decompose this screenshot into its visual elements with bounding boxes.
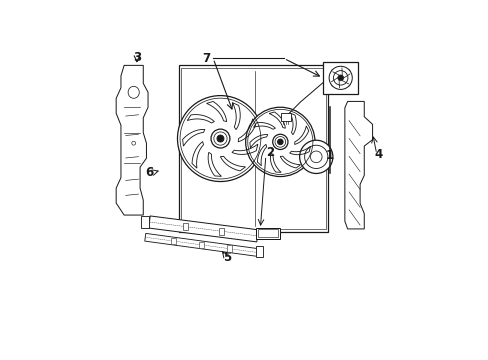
Polygon shape [148, 216, 258, 242]
Bar [256, 228, 279, 239]
Circle shape [328, 66, 351, 89]
Circle shape [337, 75, 343, 81]
Circle shape [274, 136, 285, 147]
Text: 2: 2 [265, 146, 273, 159]
Circle shape [210, 129, 229, 148]
Bar [281, 113, 290, 121]
Bar [227, 246, 231, 252]
Circle shape [272, 134, 287, 149]
Text: 4: 4 [373, 148, 382, 161]
Bar [323, 62, 358, 94]
Circle shape [217, 135, 224, 142]
Bar [183, 223, 187, 230]
Text: 7: 7 [202, 52, 210, 65]
Circle shape [277, 139, 283, 145]
Bar [257, 229, 278, 237]
Bar [171, 238, 175, 244]
Polygon shape [144, 233, 258, 256]
Text: 1: 1 [325, 149, 333, 162]
Bar [219, 228, 224, 235]
Circle shape [213, 132, 226, 145]
Text: 6: 6 [145, 166, 153, 179]
Circle shape [177, 96, 263, 181]
Circle shape [333, 71, 347, 85]
Bar [178, 66, 327, 232]
Bar [199, 242, 203, 248]
Bar [181, 68, 325, 229]
Text: 3: 3 [133, 51, 141, 64]
Circle shape [299, 140, 332, 174]
Polygon shape [344, 102, 372, 229]
Text: 5: 5 [223, 251, 231, 264]
Bar [256, 246, 263, 257]
Polygon shape [141, 216, 149, 228]
Circle shape [245, 107, 314, 176]
Circle shape [310, 151, 322, 163]
